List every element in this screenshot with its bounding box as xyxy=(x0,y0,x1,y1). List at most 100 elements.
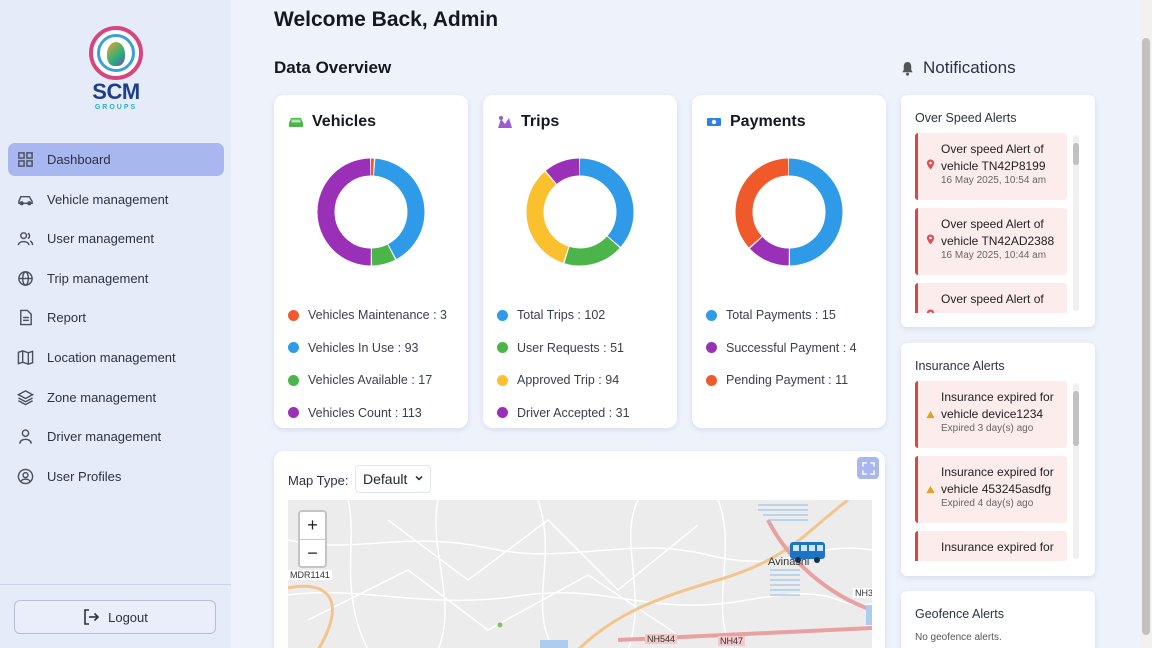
card-title: Trips xyxy=(521,113,560,130)
car-icon xyxy=(15,190,35,208)
donut-segment[interactable] xyxy=(526,158,634,266)
sidebar-item-vehicle-management[interactable]: Vehicle management xyxy=(8,183,224,216)
person-icon xyxy=(15,428,35,446)
sidebar-item-driver-management[interactable]: Driver management xyxy=(8,420,224,453)
map-type-label: Map Type: xyxy=(288,473,349,488)
alert-text: Insurance expired for vehicle device1234 xyxy=(941,390,1054,421)
road-label: NH47 xyxy=(718,636,746,646)
logout-button[interactable]: Logout xyxy=(14,600,216,634)
sidebar-item-label: Driver management xyxy=(47,429,162,445)
trips-donut-chart[interactable] xyxy=(525,157,635,267)
alert-text: Insurance expired for vehicle 453245asdf… xyxy=(941,465,1054,496)
map-view[interactable]: + − MDR1141 NH544 NH47 NH3 Avinashi xyxy=(288,500,872,648)
zoom-control: + − xyxy=(298,510,327,568)
logout-icon xyxy=(84,609,100,625)
donut-segment[interactable] xyxy=(735,158,843,266)
location-pin-icon xyxy=(926,159,935,170)
legend-item: Pending Payment : 11 xyxy=(706,364,857,397)
scrollbar[interactable] xyxy=(1073,383,1079,559)
sidebar-item-dashboard[interactable]: Dashboard xyxy=(8,143,224,176)
alert-text: Over speed Alert of xyxy=(941,292,1044,306)
alert-item[interactable]: Insurance expired for vehicle 453245asdf… xyxy=(915,456,1067,523)
zoom-out-button[interactable]: − xyxy=(300,539,325,566)
donut-segment[interactable] xyxy=(735,158,843,266)
page-title: Welcome Back, Admin xyxy=(274,8,499,31)
brand-logo[interactable]: SCM GROUPS xyxy=(84,26,148,118)
sidebar: SCM GROUPS Dashboard Vehicle management … xyxy=(0,0,231,648)
sidebar-item-location-management[interactable]: Location management xyxy=(8,341,224,374)
bell-icon xyxy=(902,61,913,76)
alert-item[interactable]: Insurance expired for xyxy=(915,531,1067,561)
legend-label: Vehicles In Use : 93 xyxy=(308,340,419,355)
sidebar-item-user-profiles[interactable]: User Profiles xyxy=(8,460,224,493)
vehicles-donut-chart[interactable] xyxy=(316,157,426,267)
card-title: Payments xyxy=(730,113,806,130)
alert-time: 16 May 2025, 10:54 am xyxy=(941,175,1047,186)
legend-label: Vehicles Maintenance : 3 xyxy=(308,308,447,323)
map-type-select[interactable]: Default xyxy=(355,465,431,493)
donut-segment[interactable] xyxy=(317,158,425,266)
panel-title: Over Speed Alerts xyxy=(915,111,1017,125)
layers-icon xyxy=(15,388,35,406)
legend-label: Total Payments : 15 xyxy=(726,308,836,323)
legend-dot xyxy=(288,407,299,419)
sidebar-item-user-management[interactable]: User management xyxy=(8,222,224,255)
sidebar-item-zone-management[interactable]: Zone management xyxy=(8,381,224,414)
alert-item[interactable]: Over speed Alert of vehicle TN42P8199 16… xyxy=(915,133,1067,200)
chevron-down-icon xyxy=(415,475,423,481)
geofence-alerts-panel: Geofence Alerts No geofence alerts. xyxy=(901,591,1095,648)
payments-donut-chart[interactable] xyxy=(734,157,844,267)
legend-item: Driver Accepted : 31 xyxy=(497,397,630,430)
sidebar-item-trip-management[interactable]: Trip management xyxy=(8,262,224,295)
legend-item: Vehicles Available : 17 xyxy=(288,364,447,397)
alert-list[interactable]: Over speed Alert of vehicle TN42P8199 16… xyxy=(915,133,1081,313)
donut-segment[interactable] xyxy=(526,158,634,266)
card-header: Trips xyxy=(497,113,559,131)
overspeed-alerts-panel: Over Speed Alerts Over speed Alert of ve… xyxy=(901,95,1095,327)
alert-item[interactable]: Over speed Alert of xyxy=(915,283,1067,313)
alert-item[interactable]: Over speed Alert of vehicle TN42AD2388 1… xyxy=(915,208,1067,275)
donut-segment[interactable] xyxy=(526,158,634,266)
scrollbar-thumb[interactable] xyxy=(1073,143,1079,165)
warning-icon xyxy=(926,410,935,419)
sidebar-item-label: Zone management xyxy=(47,389,157,405)
legend-item: Vehicles In Use : 93 xyxy=(288,332,447,365)
trips-card: Trips Total Trips : 102 User Requests : … xyxy=(483,95,677,428)
donut-segment[interactable] xyxy=(317,158,425,266)
map-icon xyxy=(15,348,35,366)
sidebar-item-report[interactable]: Report xyxy=(8,301,224,334)
car-icon xyxy=(289,118,303,127)
location-pin-icon xyxy=(926,309,935,313)
road-label: NH544 xyxy=(645,634,678,644)
legend-item: Total Trips : 102 xyxy=(497,299,630,332)
bus-icon[interactable] xyxy=(789,540,827,566)
legend-dot xyxy=(706,374,717,386)
alert-list[interactable]: Insurance expired for vehicle device1234… xyxy=(915,381,1081,561)
donut-segment[interactable] xyxy=(317,158,425,266)
fullscreen-button[interactable] xyxy=(857,457,879,479)
alert-item[interactable]: Insurance expired for vehicle device1234… xyxy=(915,381,1067,448)
alert-text: Over speed Alert of vehicle TN42P8199 xyxy=(941,142,1046,173)
fullscreen-icon xyxy=(861,461,875,475)
legend-dot xyxy=(706,342,717,354)
legend-dot xyxy=(288,342,299,354)
trips-legend: Total Trips : 102 User Requests : 51 App… xyxy=(497,299,630,429)
vehicles-legend: Vehicles Maintenance : 3 Vehicles In Use… xyxy=(288,299,447,429)
scrollbar[interactable] xyxy=(1073,135,1079,311)
page-scrollbar-thumb[interactable] xyxy=(1142,38,1150,635)
sidebar-item-label: Vehicle management xyxy=(47,191,169,207)
sidebar-nav: Dashboard Vehicle management User manage… xyxy=(8,143,224,499)
zoom-in-button[interactable]: + xyxy=(307,515,318,535)
page-scrollbar[interactable] xyxy=(1140,0,1152,648)
logout-label: Logout xyxy=(108,609,148,625)
card-title: Vehicles xyxy=(312,113,377,130)
sidebar-divider xyxy=(0,584,231,585)
scrollbar-thumb[interactable] xyxy=(1073,391,1079,446)
legend-dot xyxy=(497,342,508,354)
legend-item: User Requests : 51 xyxy=(497,332,630,365)
map-card: Map Type: Default xyxy=(274,451,885,648)
legend-label: Vehicles Available : 17 xyxy=(308,373,433,388)
sidebar-item-label: Location management xyxy=(47,349,176,365)
vehicles-card: Vehicles Vehicles Maintenance : 3 Vehicl… xyxy=(274,95,468,428)
globe-icon xyxy=(15,269,35,287)
